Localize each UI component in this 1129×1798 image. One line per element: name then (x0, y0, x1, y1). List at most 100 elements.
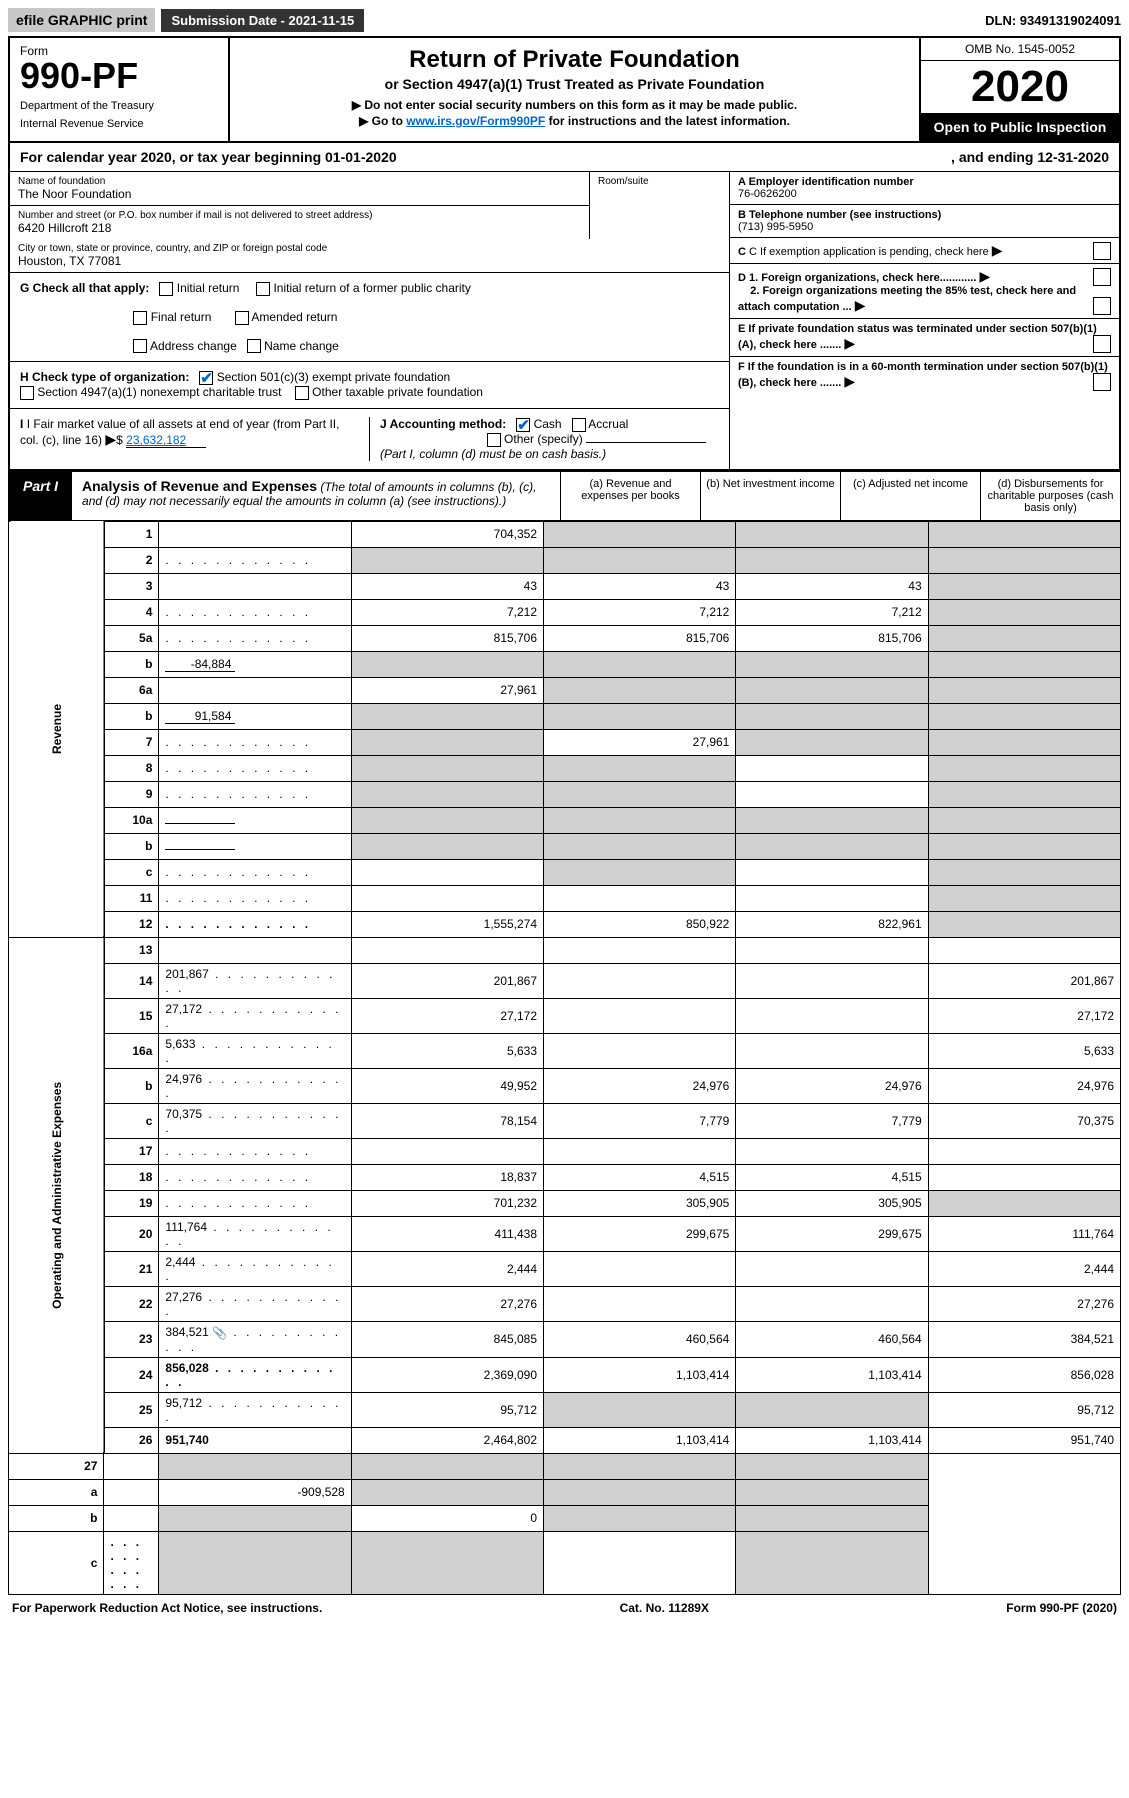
line-number: 7 (104, 729, 159, 755)
line-number: b (104, 651, 159, 677)
checkbox-accrual[interactable] (572, 418, 586, 432)
opt-final: Final return (151, 310, 212, 324)
table-row: 17 (9, 1138, 1121, 1164)
table-row: 2595,71295,71295,712 (9, 1392, 1121, 1427)
checkbox-name-change[interactable] (247, 339, 261, 353)
line-description (159, 677, 351, 703)
line-description: 384,521 📎 (159, 1321, 351, 1357)
value-cell-a (351, 547, 543, 573)
opt-name-change: Name change (264, 339, 339, 353)
table-row: 9 (9, 781, 1121, 807)
cal-right: , and ending 12-31-2020 (951, 149, 1109, 165)
checkbox-other-taxable[interactable] (295, 386, 309, 400)
table-row: c (9, 859, 1121, 885)
value-cell-d (928, 937, 1120, 963)
value-cell-c (736, 859, 928, 885)
opt-4947: Section 4947(a)(1) nonexempt charitable … (37, 385, 281, 399)
line-number: b (104, 1068, 159, 1103)
value-cell-b (351, 1453, 543, 1479)
foundation-name: The Noor Foundation (18, 187, 581, 201)
line-number: 14 (104, 963, 159, 998)
line-number: 6a (104, 677, 159, 703)
value-cell-b (351, 1479, 543, 1505)
value-cell-d (928, 547, 1120, 573)
value-cell-d: 856,028 (928, 1357, 1120, 1392)
value-cell-a (351, 755, 543, 781)
value-cell-b (544, 1033, 736, 1068)
value-cell-c (736, 1033, 928, 1068)
checkbox-amended[interactable] (235, 311, 249, 325)
value-cell-a: 18,837 (351, 1164, 543, 1190)
checkbox-final-return[interactable] (133, 311, 147, 325)
line-description (159, 807, 351, 833)
dln: DLN: 93491319024091 (985, 13, 1121, 28)
line-number: 22 (104, 1286, 159, 1321)
phone-label: B Telephone number (see instructions) (738, 209, 941, 221)
checkbox-terminated[interactable] (1093, 335, 1111, 353)
checkbox-4947[interactable] (20, 386, 34, 400)
table-row: 212,4442,4442,444 (9, 1251, 1121, 1286)
value-cell-d (928, 807, 1120, 833)
line-number: 27 (9, 1453, 104, 1479)
line-description (104, 1531, 159, 1594)
form-number: 990-PF (20, 58, 218, 94)
table-row: 11 (9, 885, 1121, 911)
checkbox-other-method[interactable] (487, 433, 501, 447)
value-cell-c (544, 1505, 736, 1531)
checkbox-exemption-pending[interactable] (1093, 242, 1111, 260)
checkbox-85pct[interactable] (1093, 297, 1111, 315)
value-cell-a: 2,464,802 (351, 1427, 543, 1453)
line-description: 5,633 (159, 1033, 351, 1068)
attachment-icon[interactable]: 📎 (212, 1326, 227, 1340)
line-description: 111,764 (159, 1216, 351, 1251)
table-row: 16a5,6335,6335,633 (9, 1033, 1121, 1068)
value-cell-a: 27,961 (351, 677, 543, 703)
d2-label: 2. Foreign organizations meeting the 85%… (738, 285, 1076, 313)
checkbox-address-change[interactable] (133, 339, 147, 353)
value-cell-b (544, 651, 736, 677)
line-description (159, 1190, 351, 1216)
value-cell-b: 4,515 (544, 1164, 736, 1190)
table-row: 10a (9, 807, 1121, 833)
section-side-label: Operating and Administrative Expenses (9, 937, 104, 1453)
checkbox-501c3[interactable] (199, 371, 213, 385)
line-description (159, 1138, 351, 1164)
value-cell-d (736, 1453, 928, 1479)
value-cell-a (351, 703, 543, 729)
line-description: 70,375 (159, 1103, 351, 1138)
ssn-warning: ▶ Do not enter social security numbers o… (240, 98, 909, 112)
table-row: 1818,8374,5154,515 (9, 1164, 1121, 1190)
j-section: J Accounting method: Cash Accrual Other … (369, 417, 719, 461)
line-number: b (104, 833, 159, 859)
value-cell-a (159, 1453, 351, 1479)
line-number: b (104, 703, 159, 729)
value-cell-d (928, 859, 1120, 885)
value-cell-d: 5,633 (928, 1033, 1120, 1068)
value-cell-b (544, 1286, 736, 1321)
line-description (104, 1453, 159, 1479)
opt-initial: Initial return (177, 281, 240, 295)
checkbox-initial-return[interactable] (159, 282, 173, 296)
value-cell-d: 70,375 (928, 1103, 1120, 1138)
value-cell-d (928, 1164, 1120, 1190)
opt-501c3: Section 501(c)(3) exempt private foundat… (217, 370, 450, 384)
checkbox-60month[interactable] (1093, 373, 1111, 391)
cal-left: For calendar year 2020, or tax year begi… (20, 149, 397, 165)
value-cell-d: 27,172 (928, 998, 1120, 1033)
value-cell-b (544, 963, 736, 998)
fmv-value[interactable]: 23,632,182 (126, 433, 206, 448)
value-cell-c: 43 (736, 573, 928, 599)
tax-year: 2020 (921, 61, 1119, 113)
checkbox-foreign-org[interactable] (1093, 268, 1111, 286)
value-cell-a: -909,528 (159, 1479, 351, 1505)
instructions-link[interactable]: www.irs.gov/Form990PF (406, 114, 545, 128)
value-cell-c: 7,779 (736, 1103, 928, 1138)
room-label: Room/suite (598, 176, 721, 187)
value-cell-d (928, 885, 1120, 911)
value-cell-c (736, 1392, 928, 1427)
value-cell-b (351, 1531, 543, 1594)
value-cell-d (928, 755, 1120, 781)
checkbox-initial-former[interactable] (256, 282, 270, 296)
f-label: F If the foundation is in a 60-month ter… (738, 361, 1108, 389)
checkbox-cash[interactable] (516, 418, 530, 432)
